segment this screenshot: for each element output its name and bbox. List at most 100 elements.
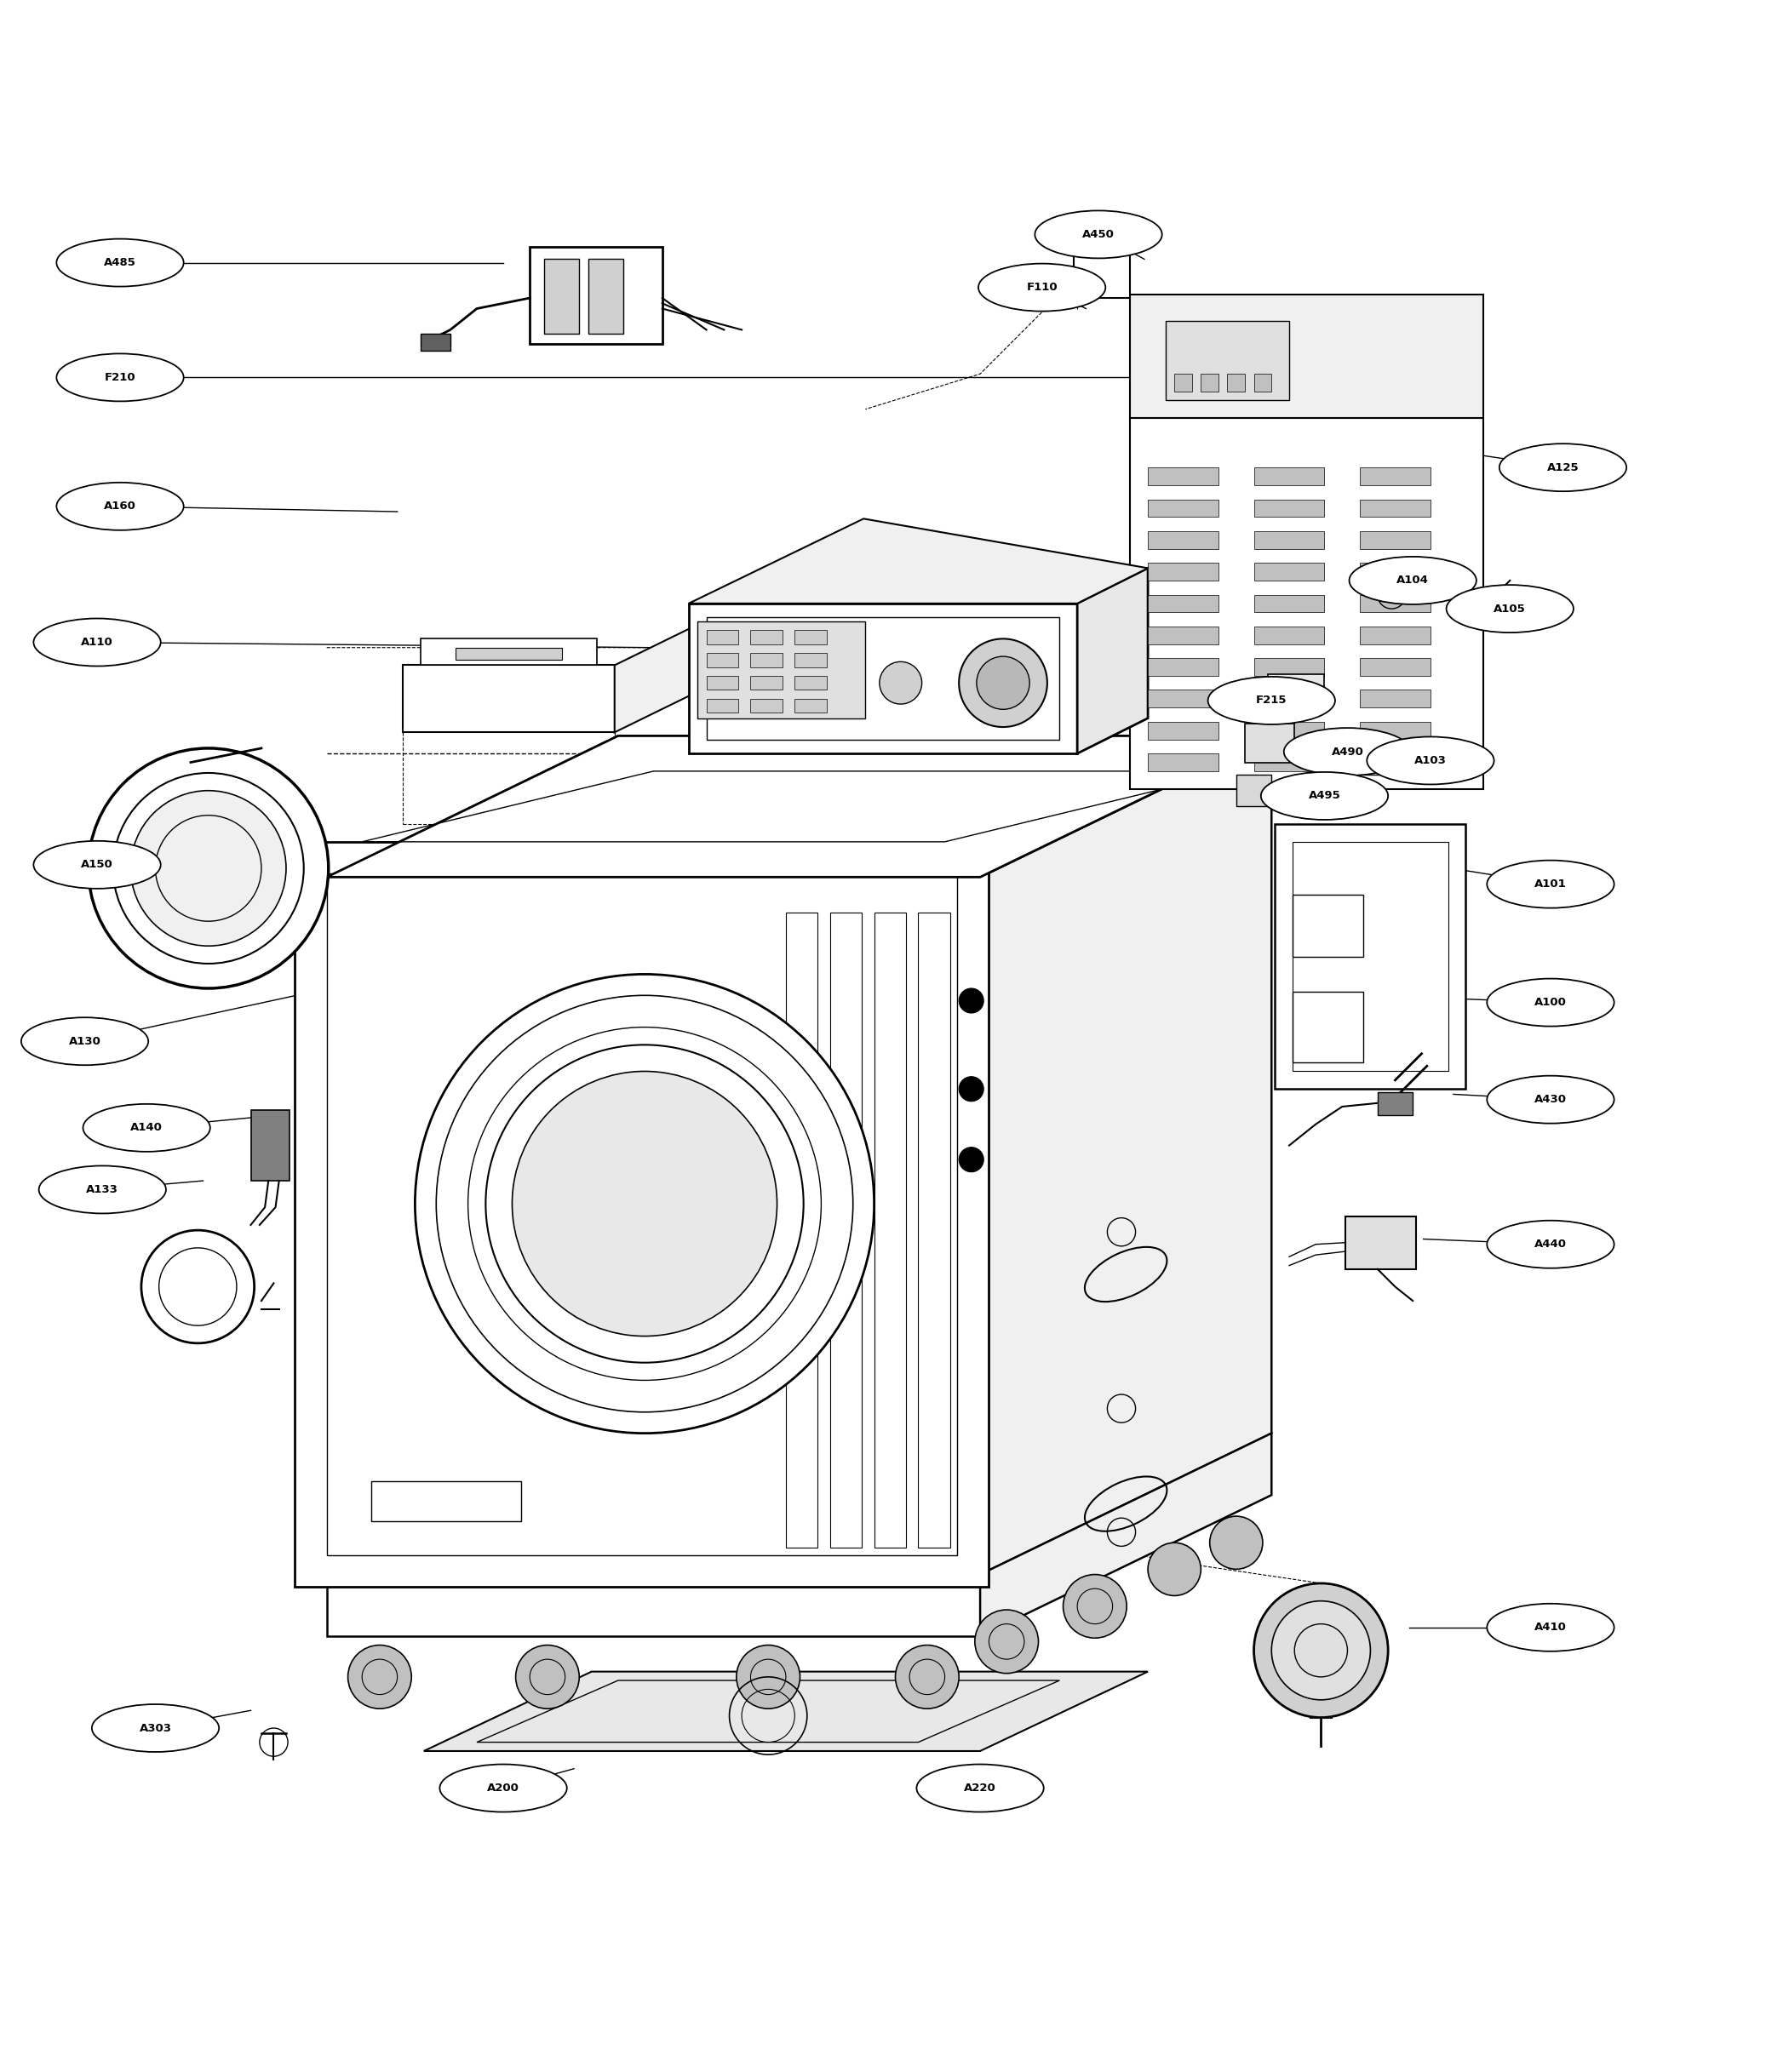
Ellipse shape (92, 1705, 219, 1753)
Circle shape (895, 1645, 959, 1709)
Text: A101: A101 (1535, 879, 1566, 889)
Polygon shape (1148, 499, 1219, 516)
Polygon shape (327, 736, 1272, 876)
Polygon shape (1360, 530, 1430, 549)
Bar (1268, 673, 1324, 709)
Circle shape (1148, 1544, 1201, 1595)
Circle shape (1272, 1602, 1370, 1699)
Polygon shape (327, 736, 1272, 876)
Text: A200: A200 (487, 1782, 519, 1794)
Bar (588, 259, 623, 334)
Ellipse shape (57, 238, 184, 286)
Polygon shape (420, 334, 450, 350)
Polygon shape (1254, 468, 1324, 485)
Bar (795, 630, 826, 644)
Polygon shape (420, 638, 597, 665)
Polygon shape (1360, 595, 1430, 611)
Bar (795, 698, 826, 713)
Circle shape (415, 974, 874, 1434)
Polygon shape (456, 649, 562, 661)
Text: A130: A130 (69, 1036, 101, 1046)
Polygon shape (1148, 468, 1219, 485)
Bar (1293, 992, 1363, 1063)
Polygon shape (1254, 721, 1324, 740)
Bar (1236, 775, 1272, 806)
Bar (1174, 373, 1192, 392)
Ellipse shape (34, 841, 161, 889)
Polygon shape (327, 1575, 980, 1637)
Polygon shape (1360, 499, 1430, 516)
Circle shape (977, 657, 1030, 709)
Polygon shape (698, 622, 865, 719)
Ellipse shape (39, 1167, 166, 1214)
Polygon shape (1377, 1092, 1413, 1115)
Bar (1227, 373, 1245, 392)
Polygon shape (1077, 568, 1148, 754)
Circle shape (1210, 1517, 1263, 1569)
Bar (1245, 723, 1294, 762)
Circle shape (736, 1645, 800, 1709)
Polygon shape (1130, 419, 1483, 789)
Polygon shape (1148, 564, 1219, 580)
Ellipse shape (1284, 727, 1411, 775)
Polygon shape (1254, 690, 1324, 709)
Text: A105: A105 (1494, 603, 1526, 613)
Text: A110: A110 (81, 636, 113, 649)
Circle shape (959, 638, 1047, 727)
Bar (751, 675, 782, 690)
Bar (795, 675, 826, 690)
Bar (1201, 373, 1219, 392)
Polygon shape (327, 876, 980, 1575)
Polygon shape (1148, 721, 1219, 740)
Ellipse shape (1487, 978, 1614, 1026)
Circle shape (959, 988, 984, 1013)
Ellipse shape (1487, 1220, 1614, 1268)
Polygon shape (980, 736, 1272, 1575)
Text: A140: A140 (131, 1123, 162, 1133)
Ellipse shape (1035, 211, 1162, 259)
Bar (751, 698, 782, 713)
Polygon shape (1254, 595, 1324, 611)
Bar (1360, 746, 1395, 775)
Polygon shape (980, 1434, 1272, 1637)
Text: A160: A160 (104, 501, 136, 512)
Text: A410: A410 (1535, 1622, 1566, 1633)
Polygon shape (1254, 659, 1324, 675)
Polygon shape (689, 603, 1077, 754)
Polygon shape (1254, 530, 1324, 549)
Text: A220: A220 (964, 1782, 996, 1794)
Circle shape (959, 1077, 984, 1102)
Polygon shape (1360, 754, 1430, 771)
Ellipse shape (1349, 557, 1476, 605)
Circle shape (516, 1645, 579, 1709)
Text: A104: A104 (1397, 574, 1429, 586)
Polygon shape (1360, 626, 1430, 644)
Polygon shape (1360, 468, 1430, 485)
Polygon shape (615, 624, 698, 731)
Polygon shape (1148, 530, 1219, 549)
Bar (1166, 321, 1289, 400)
Text: F210: F210 (104, 371, 136, 383)
Polygon shape (1254, 564, 1324, 580)
Polygon shape (1254, 499, 1324, 516)
Bar (1254, 373, 1272, 392)
Text: A125: A125 (1547, 462, 1579, 472)
Circle shape (131, 792, 286, 947)
Polygon shape (1360, 721, 1430, 740)
Polygon shape (1148, 659, 1219, 675)
Bar (1293, 895, 1363, 957)
Ellipse shape (978, 263, 1106, 311)
Circle shape (879, 661, 922, 704)
Circle shape (975, 1610, 1038, 1674)
Bar (751, 653, 782, 667)
Text: A440: A440 (1535, 1239, 1566, 1249)
Bar (544, 259, 579, 334)
Ellipse shape (34, 617, 161, 665)
Text: F110: F110 (1026, 282, 1058, 292)
Polygon shape (689, 518, 1148, 603)
Ellipse shape (1261, 773, 1388, 821)
Ellipse shape (1446, 584, 1574, 632)
Ellipse shape (917, 1763, 1044, 1811)
Ellipse shape (1367, 738, 1494, 785)
Text: A485: A485 (104, 257, 136, 267)
